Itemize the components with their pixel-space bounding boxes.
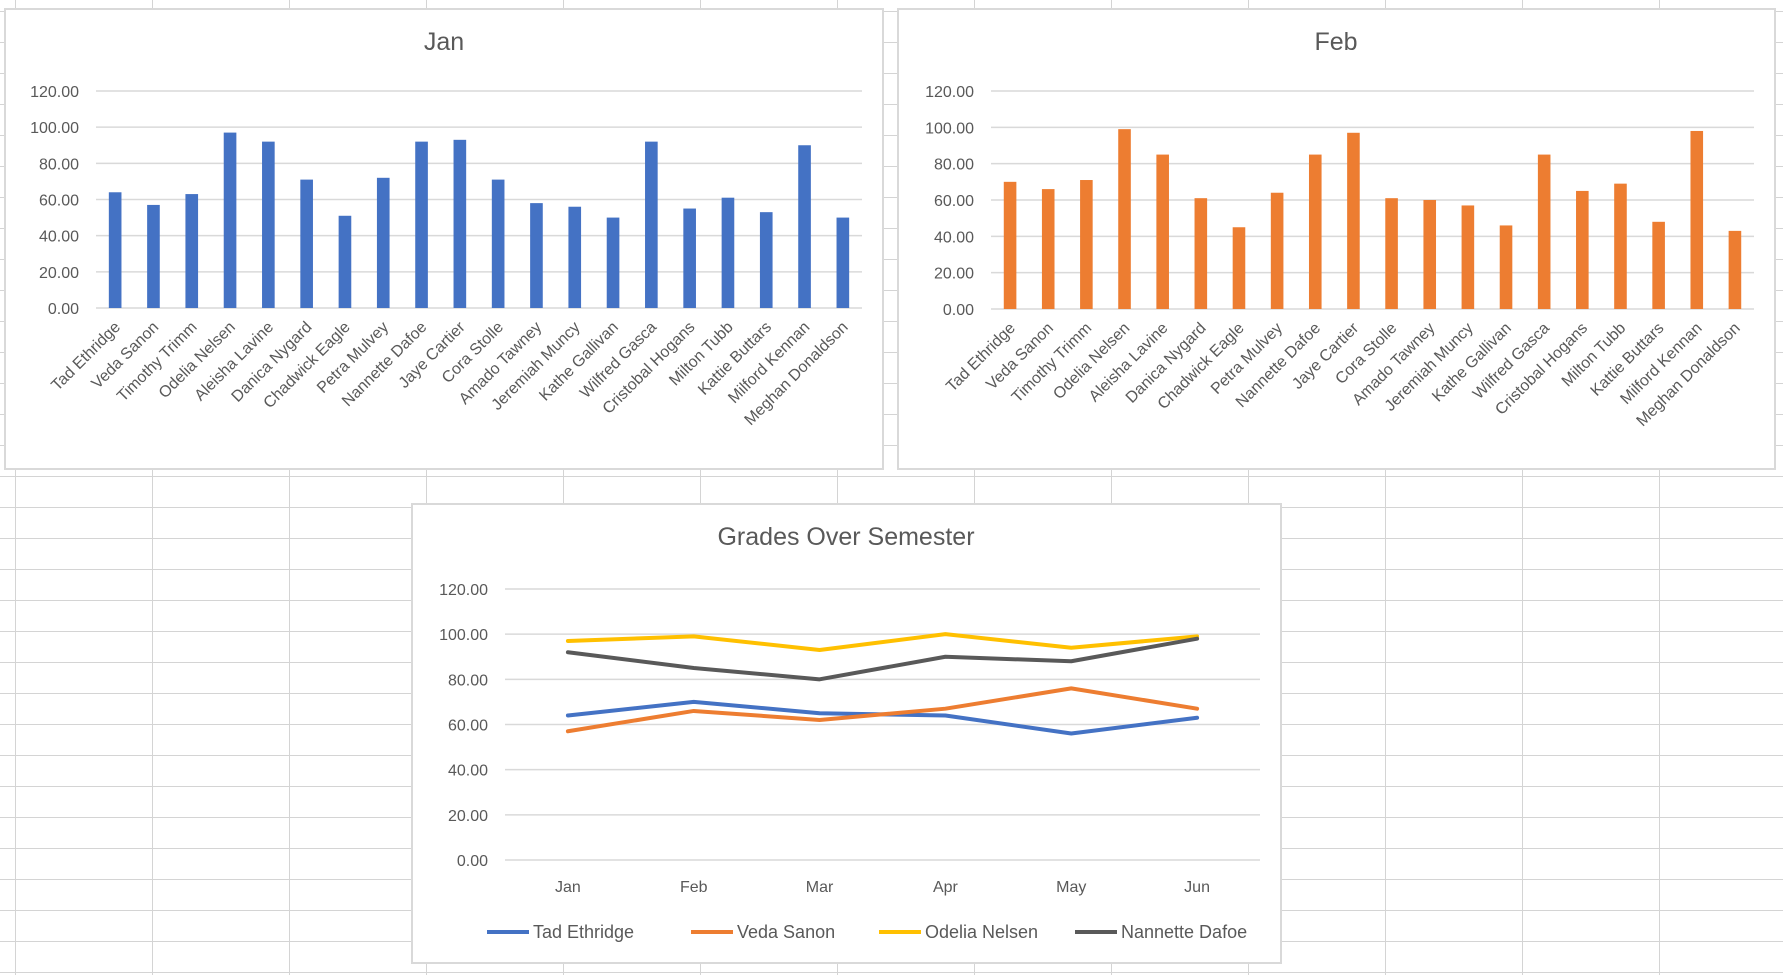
legend-label: Nannette Dafoe bbox=[1121, 922, 1247, 942]
y-tick-label: 60.00 bbox=[39, 193, 79, 210]
bar bbox=[1423, 200, 1437, 309]
bar bbox=[491, 179, 505, 308]
chart-title: Feb bbox=[1314, 28, 1357, 56]
bar bbox=[836, 217, 850, 308]
bar bbox=[453, 139, 467, 308]
y-tick-label: 0.00 bbox=[457, 853, 488, 870]
y-tick-label: 100.00 bbox=[439, 627, 488, 644]
y-tick-label: 40.00 bbox=[448, 763, 488, 780]
y-tick-label: 20.00 bbox=[448, 808, 488, 825]
bar bbox=[1652, 221, 1665, 309]
legend-label: Tad Ethridge bbox=[533, 922, 634, 942]
chart-jan: Jan 0.00 20.00 40.00 60.00 80.00 100.00 120.00… bbox=[4, 8, 884, 470]
legend-label: Veda Sanon bbox=[737, 922, 835, 942]
x-tick-label: May bbox=[1056, 879, 1086, 896]
chart-semester: Grades Over Semester 0.00 20.00 40.00 60.00… bbox=[411, 503, 1282, 964]
chart-title: Grades Over Semester bbox=[717, 523, 974, 551]
chart-feb-svg: Feb 0.00 20.00 40.00 60.00 80.00 100.00 120.00… bbox=[925, 28, 1754, 430]
y-tick-label: 60.00 bbox=[934, 193, 974, 210]
y-tick-label: 20.00 bbox=[39, 265, 79, 282]
y-tick-label: 80.00 bbox=[448, 672, 488, 689]
y-tick-label: 0.00 bbox=[943, 302, 974, 319]
chart-jan-svg: Jan 0.00 20.00 40.00 60.00 80.00 100.00 120.00… bbox=[30, 28, 862, 429]
y-tick-label: 100.00 bbox=[30, 120, 79, 137]
bar bbox=[1041, 189, 1055, 309]
x-tick-label: Feb bbox=[680, 879, 708, 896]
series-line bbox=[565, 686, 1200, 734]
bar bbox=[300, 179, 313, 308]
series-line bbox=[565, 636, 1200, 682]
series-line bbox=[565, 632, 1200, 652]
bar bbox=[1118, 129, 1131, 309]
bar bbox=[338, 215, 352, 308]
bar bbox=[1270, 192, 1284, 309]
bar bbox=[1461, 205, 1475, 309]
bar bbox=[147, 204, 160, 308]
bar bbox=[1499, 225, 1513, 309]
bar bbox=[1576, 190, 1589, 309]
bar bbox=[1080, 180, 1093, 309]
bar bbox=[721, 197, 735, 308]
bar bbox=[376, 177, 390, 308]
bar bbox=[683, 208, 696, 308]
x-tick-label: Apr bbox=[933, 879, 959, 896]
bar bbox=[1537, 154, 1551, 309]
bar bbox=[223, 132, 237, 308]
bar bbox=[798, 145, 811, 308]
bar bbox=[530, 203, 543, 308]
bar bbox=[1003, 181, 1017, 309]
bar bbox=[262, 141, 275, 308]
bar bbox=[1690, 130, 1704, 309]
bar bbox=[759, 212, 773, 308]
y-tick-label: 0.00 bbox=[48, 301, 79, 318]
legend-label: Odelia Nelsen bbox=[925, 922, 1038, 942]
y-tick-label: 40.00 bbox=[934, 229, 974, 246]
bar bbox=[1385, 198, 1398, 309]
y-tick-label: 120.00 bbox=[30, 84, 79, 101]
bar bbox=[1156, 154, 1169, 309]
bar bbox=[1728, 230, 1742, 309]
bar bbox=[645, 141, 658, 308]
y-tick-label: 120.00 bbox=[439, 582, 488, 599]
chart-feb: Feb 0.00 20.00 40.00 60.00 80.00 100.00 120.00… bbox=[897, 8, 1776, 470]
y-tick-label: 20.00 bbox=[934, 266, 974, 283]
bar bbox=[415, 141, 428, 308]
x-tick-label: Jan bbox=[555, 879, 581, 896]
chart-semester-svg: Grades Over Semester 0.00 20.00 40.00 60.00… bbox=[439, 523, 1260, 942]
chart-title: Jan bbox=[424, 28, 464, 56]
y-tick-label: 60.00 bbox=[448, 718, 488, 735]
y-tick-label: 80.00 bbox=[39, 156, 79, 173]
bar bbox=[1347, 132, 1360, 309]
x-tick-label: Mar bbox=[806, 879, 834, 896]
bar bbox=[1614, 183, 1627, 309]
y-tick-label: 40.00 bbox=[39, 229, 79, 246]
bar bbox=[185, 194, 199, 308]
bar bbox=[568, 206, 582, 308]
bar bbox=[606, 217, 620, 308]
bar bbox=[1232, 227, 1246, 309]
bar bbox=[1194, 198, 1208, 309]
y-tick-label: 120.00 bbox=[925, 84, 974, 101]
y-tick-label: 80.00 bbox=[934, 157, 974, 174]
bar bbox=[108, 192, 122, 308]
bar bbox=[1308, 154, 1322, 309]
y-tick-label: 100.00 bbox=[925, 120, 974, 137]
x-tick-label: Jun bbox=[1184, 879, 1210, 896]
